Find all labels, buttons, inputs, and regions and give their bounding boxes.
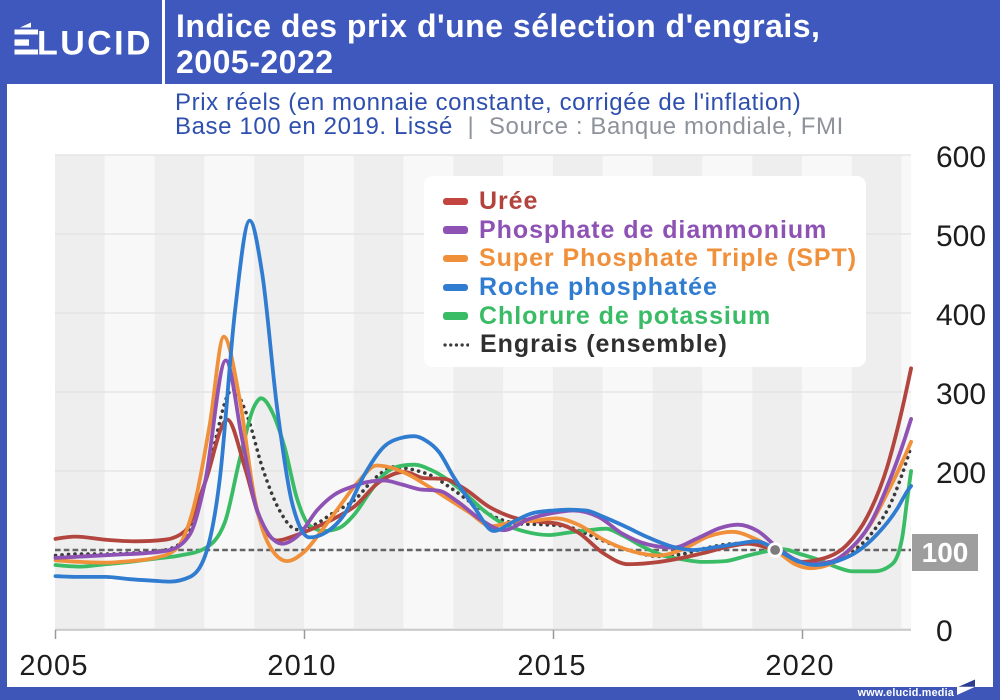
svg-text:LUCID: LUCID	[37, 25, 153, 63]
